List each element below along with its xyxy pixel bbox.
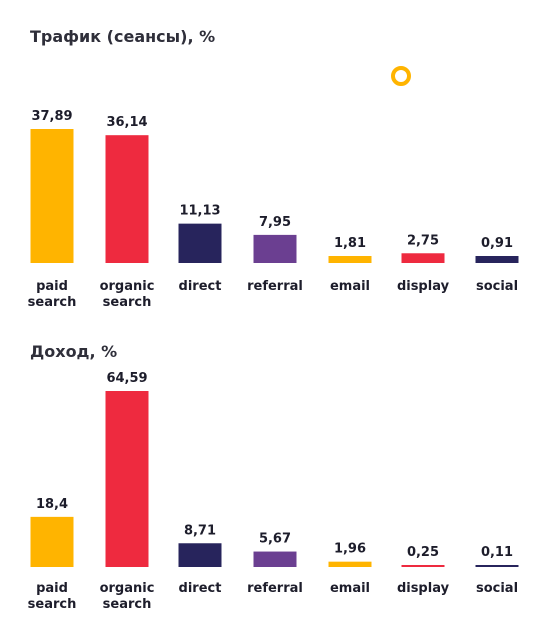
data-label: 7,95 [259, 215, 291, 230]
bar-social [475, 256, 519, 263]
data-label: 1,96 [334, 542, 366, 557]
data-label: 64,59 [106, 371, 147, 386]
category-label: direct [179, 279, 222, 294]
bar-direct [178, 543, 222, 567]
bar-direct [178, 223, 222, 263]
bar-paid-search [30, 129, 74, 263]
category-label: email [330, 279, 370, 294]
chart-title: Трафик (сеансы), % [30, 27, 215, 46]
category-label: referral [247, 581, 303, 596]
bar-organic-search [105, 391, 149, 567]
data-label: 0,25 [407, 545, 439, 560]
data-label: 0,91 [481, 236, 513, 251]
category-label: social [476, 581, 518, 596]
data-label: 11,13 [179, 204, 220, 219]
category-label: organic [100, 581, 155, 596]
data-label: 2,75 [407, 233, 439, 248]
bar-email [328, 561, 372, 567]
data-label: 37,89 [31, 109, 72, 124]
bar-social [475, 565, 519, 567]
category-label: search [103, 597, 152, 612]
category-label: referral [247, 279, 303, 294]
bar-email [328, 256, 372, 263]
category-label: search [28, 597, 77, 612]
data-label: 1,81 [334, 236, 366, 251]
data-label: 36,14 [106, 115, 147, 130]
bar-display [401, 253, 445, 263]
category-label: paid [36, 581, 68, 596]
category-label: display [397, 279, 450, 294]
data-label: 0,11 [481, 545, 513, 560]
category-label: social [476, 279, 518, 294]
category-label: paid [36, 279, 68, 294]
category-label: email [330, 581, 370, 596]
category-label: organic [100, 279, 155, 294]
category-label: search [28, 295, 77, 310]
category-label: direct [179, 581, 222, 596]
data-label: 18,4 [36, 497, 68, 512]
bar-referral [253, 551, 297, 567]
category-label: search [103, 295, 152, 310]
bar-paid-search [30, 516, 74, 567]
data-label: 5,67 [259, 532, 291, 547]
bar-organic-search [105, 135, 149, 263]
data-label: 8,71 [184, 523, 216, 538]
chart-title: Доход, % [30, 342, 117, 361]
circle-ring-icon [391, 66, 411, 86]
category-label: display [397, 581, 450, 596]
bar-display [401, 565, 445, 567]
bar-referral [253, 234, 297, 263]
